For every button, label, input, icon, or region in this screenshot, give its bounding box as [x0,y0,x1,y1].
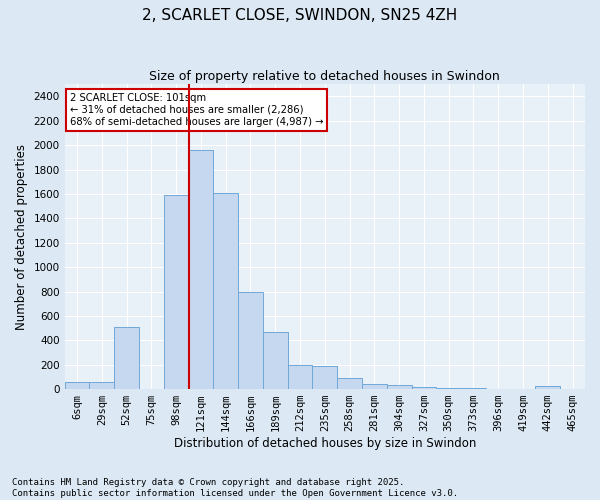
Bar [313,366,337,389]
Bar [114,327,139,389]
Bar [263,332,287,389]
Y-axis label: Number of detached properties: Number of detached properties [15,144,28,330]
Text: 2, SCARLET CLOSE, SWINDON, SN25 4ZH: 2, SCARLET CLOSE, SWINDON, SN25 4ZH [142,8,458,22]
Bar [214,192,238,389]
Bar [238,292,263,389]
Bar [164,195,188,389]
Bar [89,382,114,389]
Bar [535,386,560,389]
X-axis label: Distribution of detached houses by size in Swindon: Distribution of detached houses by size … [173,437,476,450]
Bar [387,386,412,389]
Text: Contains HM Land Registry data © Crown copyright and database right 2025.
Contai: Contains HM Land Registry data © Crown c… [12,478,458,498]
Bar [65,382,89,389]
Title: Size of property relative to detached houses in Swindon: Size of property relative to detached ho… [149,70,500,83]
Bar [188,150,214,389]
Bar [436,388,461,389]
Bar [412,386,436,389]
Bar [362,384,387,389]
Bar [287,364,313,389]
Bar [461,388,486,389]
Bar [337,378,362,389]
Text: 2 SCARLET CLOSE: 101sqm
← 31% of detached houses are smaller (2,286)
68% of semi: 2 SCARLET CLOSE: 101sqm ← 31% of detache… [70,94,323,126]
